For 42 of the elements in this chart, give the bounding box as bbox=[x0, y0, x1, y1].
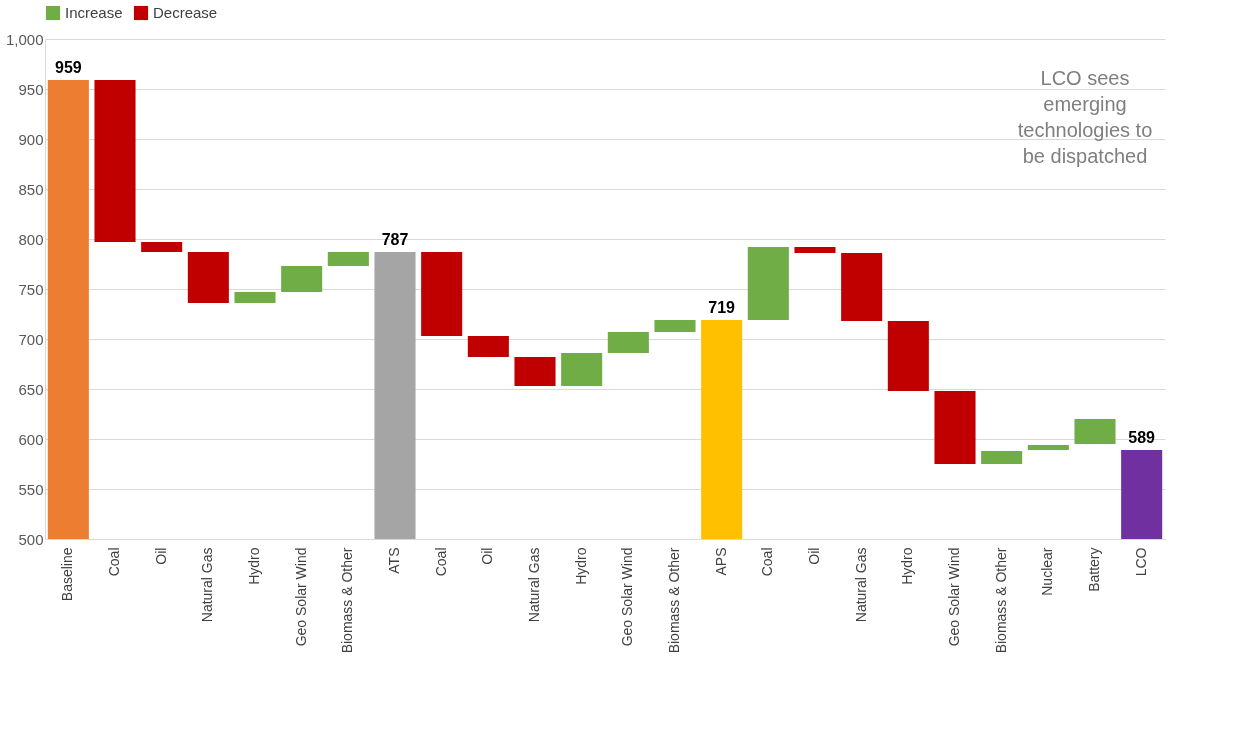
x-tick-label: Hydro bbox=[572, 547, 589, 585]
legend-label: Decrease bbox=[153, 4, 218, 21]
x-tick-label: LCO bbox=[1132, 547, 1149, 577]
data-label: 959 bbox=[54, 59, 82, 76]
x-tick-label: Geo Solar Wind bbox=[619, 547, 636, 647]
y-tick-label: 600 bbox=[18, 430, 44, 448]
x-tick-label: Baseline bbox=[59, 547, 76, 602]
x-tick-label: APS bbox=[712, 547, 729, 576]
x-tick-label: Coal bbox=[432, 547, 449, 577]
y-tick-label: 800 bbox=[18, 230, 44, 248]
y-tick-label: 900 bbox=[18, 130, 44, 148]
y-tick-label: 750 bbox=[18, 280, 44, 298]
y-tick-label: 700 bbox=[18, 330, 44, 348]
y-tick-label: 500 bbox=[18, 530, 44, 548]
x-tick-label: Nuclear bbox=[1039, 547, 1056, 596]
x-tick-label: Natural Gas bbox=[199, 547, 216, 623]
x-tick-label: Hydro bbox=[899, 547, 916, 585]
x-tick-label: Geo Solar Wind bbox=[292, 547, 309, 647]
annotation: LCO sees emerging technologies to be dispatched bbox=[1017, 67, 1153, 167]
x-tick-label: ATS bbox=[386, 547, 402, 574]
x-tick-label: Oil bbox=[806, 547, 822, 565]
data-label: 719 bbox=[708, 299, 736, 316]
x-tick-label: Coal bbox=[106, 547, 122, 577]
y-tick-label: 950 bbox=[18, 80, 44, 98]
x-tick-label: Hydro bbox=[246, 547, 262, 585]
y-tick-label: 850 bbox=[18, 180, 44, 198]
data-label: 589 bbox=[1128, 429, 1156, 446]
legend-label: Increase bbox=[65, 4, 123, 21]
x-tick-label: Natural Gas bbox=[852, 547, 869, 623]
y-tick-label: 1,000 bbox=[5, 30, 44, 48]
x-tick-label: Oil bbox=[479, 547, 496, 565]
data-label: 787 bbox=[381, 231, 409, 248]
x-tick-label: Biomass & Other bbox=[992, 547, 1009, 654]
x-tick-label: Biomass & Other bbox=[666, 547, 682, 654]
x-tick-label: Biomass & Other bbox=[339, 547, 356, 654]
y-tick-label: 550 bbox=[18, 480, 44, 498]
y-tick-label: 650 bbox=[18, 380, 44, 398]
x-tick-label: Oil bbox=[152, 547, 169, 565]
x-tick-label: Battery bbox=[1086, 547, 1102, 592]
x-tick-label: Geo Solar Wind bbox=[946, 547, 962, 647]
x-tick-label: Coal bbox=[759, 547, 776, 577]
x-tick-label: Natural Gas bbox=[526, 547, 542, 623]
